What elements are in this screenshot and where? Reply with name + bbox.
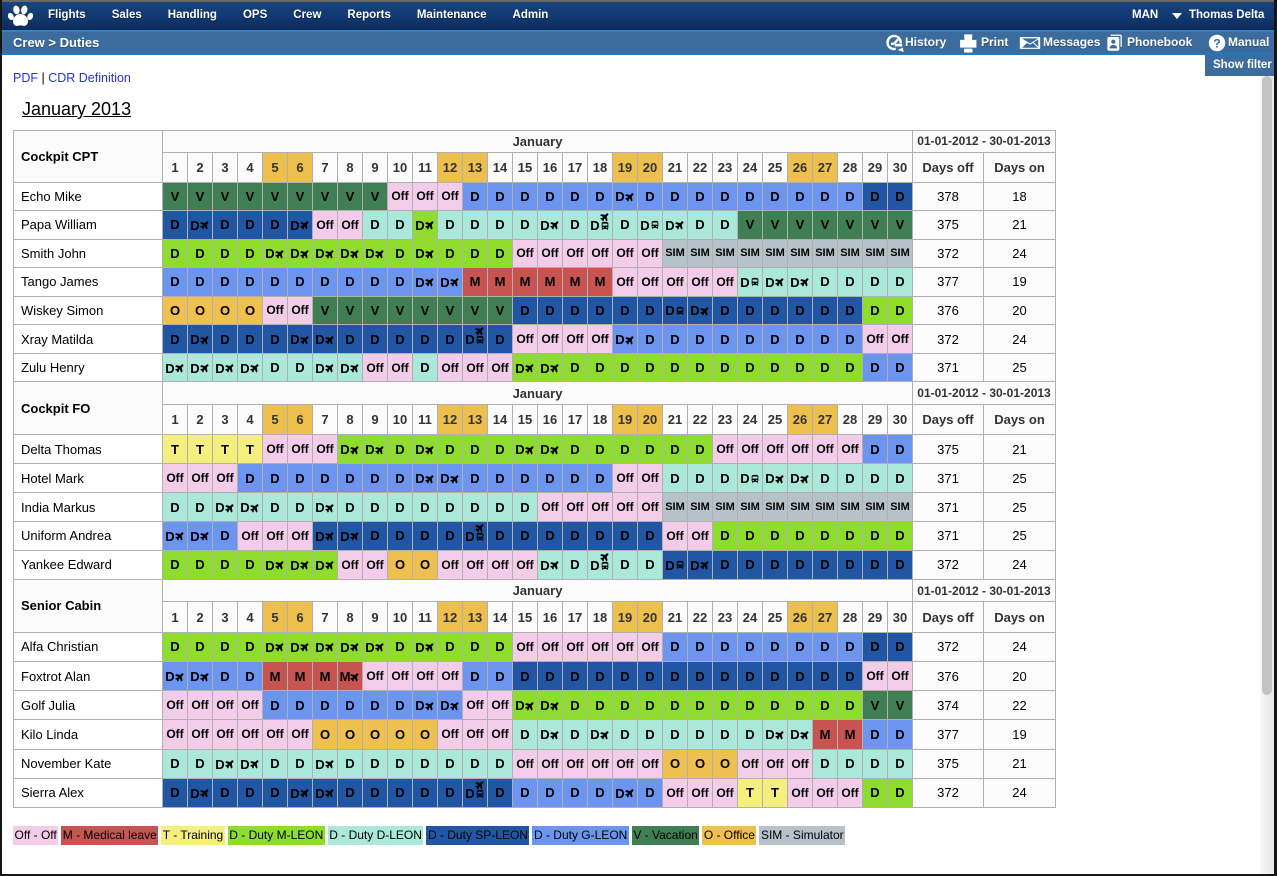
svg-text:?: ? <box>1213 36 1220 50</box>
